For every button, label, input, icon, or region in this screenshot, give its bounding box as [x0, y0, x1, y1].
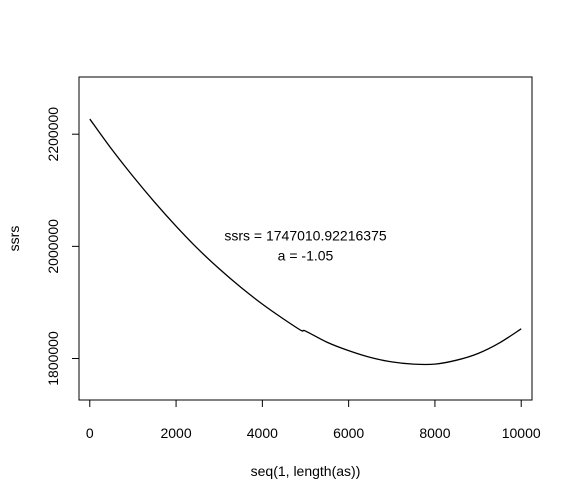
x-axis: 0 2000 4000 6000 8000 10000	[86, 400, 541, 441]
annotations: ssrs = 1747010.92216375 a = -1.05	[224, 228, 387, 264]
x-tick-label: 6000	[333, 425, 364, 441]
x-tick-label: 8000	[419, 425, 450, 441]
y-axis-label: ssrs	[6, 226, 22, 252]
x-tick-label: 4000	[247, 425, 278, 441]
x-tick-label: 2000	[160, 425, 191, 441]
plot-frame	[78, 76, 533, 401]
annotation-text: a = -1.05	[278, 247, 334, 263]
annotation-text: ssrs = 1747010.92216375	[224, 228, 387, 244]
y-tick-label: 1800000	[45, 331, 61, 386]
x-axis-label: seq(1, length(as))	[251, 463, 361, 479]
series-line	[89, 118, 522, 366]
y-axis: 1800000 2000000 2200000	[45, 107, 79, 386]
y-tick-label: 2000000	[45, 219, 61, 274]
y-tick-label: 2200000	[45, 107, 61, 162]
x-tick-label: 10000	[502, 425, 541, 441]
x-tick-label: 0	[86, 425, 94, 441]
